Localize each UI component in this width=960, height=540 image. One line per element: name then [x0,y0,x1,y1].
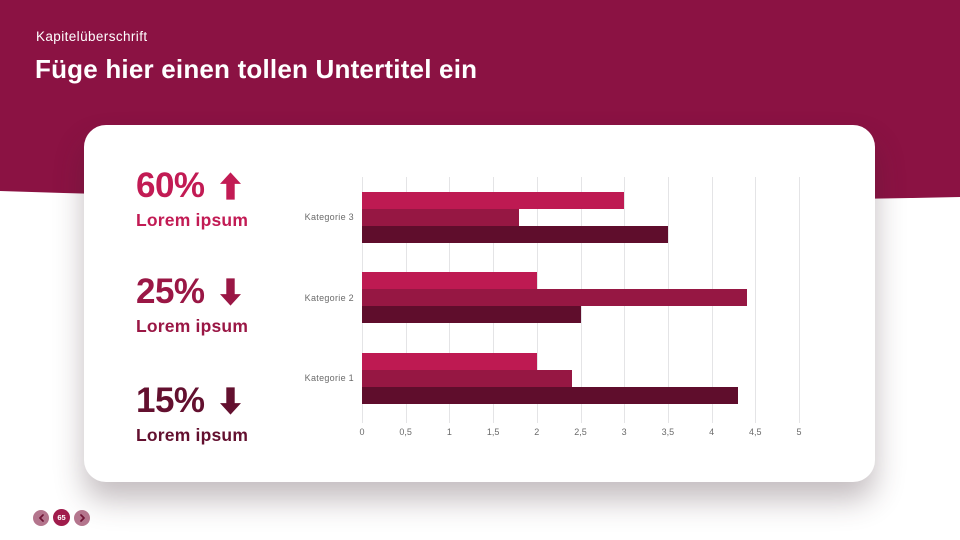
stat-value: 15% [136,381,205,420]
stat-item-1: 60% Lorem ipsum [136,168,346,231]
bar-chart: Kategorie 3 Kategorie 2 Kategorie 1 0 0,5 1 1… [84,125,875,482]
page-number-badge: 65 [53,509,70,526]
x-axis-tick-label: 2 [534,427,540,437]
stat-label: Lorem ipsum [136,425,249,445]
bar-kategorie-3-s2 [362,209,520,226]
x-axis-tick-label: 2,5 [574,427,587,437]
prev-slide-button[interactable] [33,509,49,526]
gridline [755,177,757,423]
bar-kategorie-1-s3 [362,352,537,370]
category-label: Kategorie 3 [304,212,354,223]
category-label: Kategorie 1 [304,372,354,383]
content-card: 60% Lorem ipsum 25% Lorem ipsum 15% [84,125,875,482]
bar-kategorie-1-s1 [362,386,738,404]
x-axis-tick-label: 0 [359,427,365,437]
plot-area [362,177,800,423]
page-title: Füge hier einen tollen Untertitel ein [35,54,478,84]
bar-kategorie-2-s1 [362,306,581,324]
stat-label: Lorem ipsum [136,316,249,336]
category-label: Kategorie 2 [304,292,354,303]
kicker: Kapitelüberschrift [36,29,148,44]
stat-item-3: 15% Lorem ipsum [136,383,346,446]
page-number: 65 [57,513,66,522]
x-axis-tick-label: 3 [621,427,627,437]
x-axis-tick-label: 1 [446,427,452,437]
bar-kategorie-2-s3 [362,272,537,290]
bar-kategorie-3-s3 [362,192,625,209]
x-axis-tick-label: 0,5 [399,427,412,437]
stat-item-2: 25% Lorem ipsum [136,274,346,337]
stat-label: Lorem ipsum [136,210,249,230]
category-axis: Kategorie 3 Kategorie 2 Kategorie 1 [254,177,354,418]
arrow-down-icon [219,277,241,306]
x-axis: 0 0,5 1 1,5 2 2,5 3 3,5 4 4,5 5 [359,422,802,438]
x-axis-tick-label: 4 [709,427,715,437]
x-axis-tick-label: 1,5 [486,427,500,437]
gridline [799,177,800,423]
stat-value: 60% [136,166,205,205]
next-slide-button[interactable] [74,509,90,526]
x-axis-tick-label: 5 [796,427,802,437]
chevron-left-icon [38,513,45,522]
bar-kategorie-1-s2 [362,369,572,387]
chevron-right-icon [79,513,86,522]
arrow-down-icon [219,386,241,415]
pagination: 65 [33,509,90,526]
bar-kategorie-2-s2 [362,289,747,307]
x-axis-tick-label: 3,5 [661,427,675,437]
arrow-up-icon [219,171,241,200]
bar-kategorie-3-s1 [362,226,668,243]
stat-value: 25% [136,272,205,311]
x-axis-tick-label: 4,5 [749,427,762,437]
